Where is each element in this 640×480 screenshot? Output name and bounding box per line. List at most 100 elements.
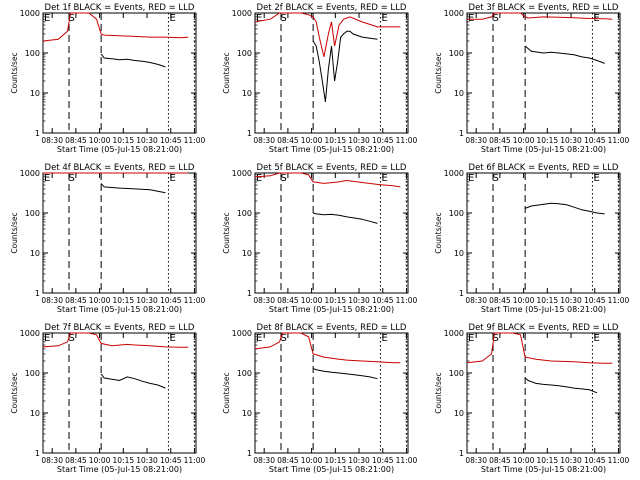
x-tick-label: 08:30 [253,136,275,145]
x-tick-label: 11:00 [608,136,630,145]
plot-frame [42,172,197,294]
x-axis-label: Start Time (05-Jul-15 08:21:00) [57,145,182,154]
y-axis-label: Counts/sec [434,372,443,413]
x-tick-label: 08:30 [253,296,275,305]
marker-s: S [492,13,498,24]
plot-frame [254,172,409,294]
x-tick-label: 11:00 [396,136,418,145]
marker-e: E [381,13,387,24]
series-line-lld [254,332,401,364]
series-line-lld [254,172,401,188]
chart-title: Det 5f BLACK = Events, RED = LLD [257,163,407,173]
y-tick-label: 1000 [232,9,252,18]
chart-panel-3: Det 3f BLACK = Events, RED = LLD 1 10 100 10… [434,3,629,154]
y-tick-label: 100 [25,209,40,218]
y-tick-label: 10 [242,249,252,258]
series-line-events [312,30,378,102]
x-tick-label: 10:45 [584,456,606,465]
y-tick-label: 1000 [444,9,464,18]
x-axis-label: Start Time (05-Jul-15 08:21:00) [481,145,606,154]
plot-frame [466,172,621,294]
y-tick-label: 100 [449,49,464,58]
chart-title: Det 8f BLACK = Events, RED = LLD [257,323,407,333]
y-axis-label: Counts/sec [222,212,231,253]
x-tick-label: 08:30 [41,296,63,305]
plot-frame [466,12,621,134]
marker-e: E [593,173,599,184]
x-tick-label: 11:00 [396,296,418,305]
y-tick-label: 10 [454,249,464,258]
x-tick-label: 10:30 [560,296,582,305]
x-tick-label: 10:15 [113,296,135,305]
marker-s: S [68,333,74,344]
y-tick-label: 1000 [20,9,40,18]
y-tick-label: 1 [35,449,40,458]
x-tick-label: 10:15 [537,456,559,465]
chart-title: Det 4f BLACK = Events, RED = LLD [45,163,195,173]
x-tick-label: 10:15 [325,136,347,145]
y-tick-label: 1 [247,449,252,458]
y-tick-label: 1000 [444,169,464,178]
x-tick-label: 10:00 [301,456,323,465]
marker-e: E [256,333,262,344]
y-axis-label: Counts/sec [222,372,231,413]
marker-s: S [492,333,498,344]
plot-frame [42,12,197,134]
series-line-lld [42,332,189,348]
chart-panel-5: Det 5f BLACK = Events, RED = LLD 1 10 100 10… [222,163,417,314]
y-tick-label: 100 [449,369,464,378]
y-axis-label: Counts/sec [434,52,443,93]
x-tick-label: 10:30 [136,456,158,465]
marker-e: E [44,13,50,24]
y-tick-label: 10 [242,89,252,98]
y-tick-label: 10 [30,89,40,98]
x-tick-label: 10:30 [348,136,370,145]
series-line-events [524,377,598,394]
y-axis-label: Counts/sec [434,212,443,253]
x-axis-label: Start Time (05-Jul-15 08:21:00) [57,465,182,474]
series-line-lld [467,12,613,20]
x-tick-label: 10:00 [301,136,323,145]
marker-s: S [280,333,286,344]
x-tick-label: 10:45 [160,296,182,305]
x-tick-label: 08:45 [65,296,87,305]
y-tick-label: 10 [30,249,40,258]
plot-frame [254,332,409,454]
y-tick-label: 1000 [20,329,40,338]
x-tick-label: 08:30 [253,456,275,465]
marker-e: E [256,13,262,24]
y-tick-label: 100 [25,369,40,378]
series-line-events [100,53,166,68]
y-tick-label: 10 [30,409,40,418]
chart-title: Det 2f BLACK = Events, RED = LLD [257,3,407,13]
x-tick-label: 10:30 [136,296,158,305]
x-tick-label: 10:15 [537,296,559,305]
y-tick-label: 100 [237,369,252,378]
chart-panel-9: Det 9f BLACK = Events, RED = LLD 1 10 100 10… [434,323,629,474]
x-tick-label: 11:00 [184,136,206,145]
x-axis-label: Start Time (05-Jul-15 08:21:00) [269,145,394,154]
x-tick-label: 10:00 [89,296,111,305]
x-tick-label: 10:00 [513,456,535,465]
plot-frame [466,332,621,454]
y-axis-label: Counts/sec [10,52,19,93]
marker-s: S [68,173,74,184]
x-tick-label: 10:30 [136,136,158,145]
series-line-lld [466,332,613,364]
y-tick-label: 1 [459,289,464,298]
marker-e: E [44,333,50,344]
y-tick-label: 1 [35,289,40,298]
series-line-events [100,183,166,194]
y-axis-label: Counts/sec [10,372,19,413]
x-tick-label: 10:00 [89,136,111,145]
x-tick-label: 10:15 [325,456,347,465]
x-axis-label: Start Time (05-Jul-15 08:21:00) [269,465,394,474]
chart-panel-7: Det 7f BLACK = Events, RED = LLD 1 10 100 10… [10,323,205,474]
marker-e: E [468,13,474,24]
x-tick-label: 10:45 [160,456,182,465]
x-tick-label: 10:45 [372,456,394,465]
y-tick-label: 1 [247,289,252,298]
x-tick-label: 10:45 [372,296,394,305]
y-tick-label: 100 [449,209,464,218]
